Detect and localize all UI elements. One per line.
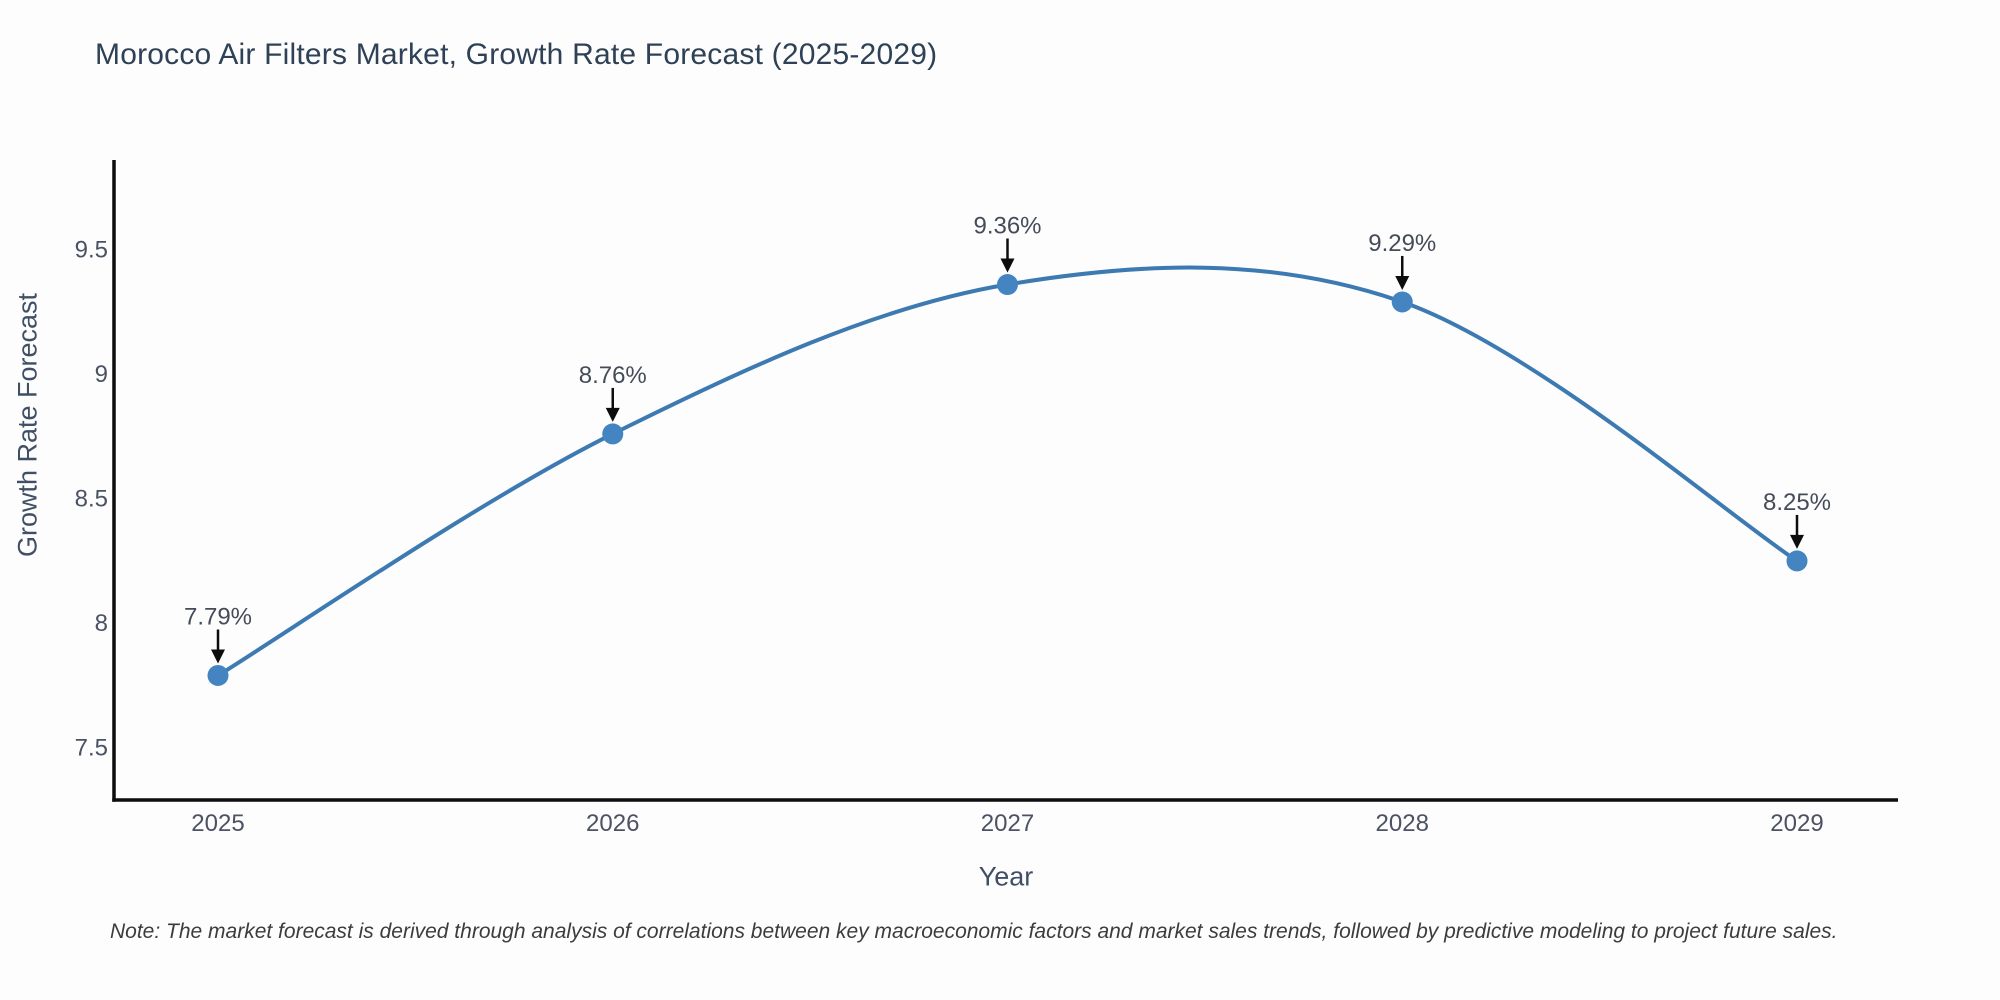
data-point-marker <box>602 423 624 445</box>
data-point-marker <box>997 274 1018 296</box>
y-tick-label: 9 <box>95 361 108 388</box>
y-tick-label: 8 <box>95 610 108 637</box>
x-tick-label: 2027 <box>981 810 1034 837</box>
chart-title: Morocco Air Filters Market, Growth Rate … <box>95 38 938 71</box>
data-point-label: 7.79% <box>184 603 252 630</box>
y-tick-label: 7.5 <box>75 735 108 762</box>
x-tick-label: 2028 <box>1376 810 1429 837</box>
y-tick-label: 9.5 <box>75 237 108 264</box>
data-point-marker <box>207 664 229 686</box>
x-tick-label: 2026 <box>586 810 639 837</box>
y-tick-label: 8.5 <box>75 486 108 513</box>
data-point-marker <box>1786 550 1808 572</box>
data-point-label: 9.29% <box>1368 230 1436 257</box>
x-axis-title: Year <box>978 861 1034 892</box>
forecast-line <box>216 265 1799 678</box>
data-point-label: 9.36% <box>973 213 1041 240</box>
annotation-arrow-head <box>1395 275 1410 290</box>
data-point-label: 8.25% <box>1763 489 1831 516</box>
x-tick-label: 2025 <box>191 810 244 837</box>
data-point-label: 8.76% <box>579 362 647 389</box>
annotation-arrow-head <box>211 649 225 664</box>
data-point-marker <box>1391 291 1413 313</box>
annotation-arrow-head <box>1790 534 1804 549</box>
footnote: Note: The market forecast is derived thr… <box>110 920 1838 943</box>
annotation-arrow-head <box>605 407 620 422</box>
x-tick-label: 2029 <box>1770 810 1823 837</box>
annotation-arrow-head <box>1000 258 1015 273</box>
